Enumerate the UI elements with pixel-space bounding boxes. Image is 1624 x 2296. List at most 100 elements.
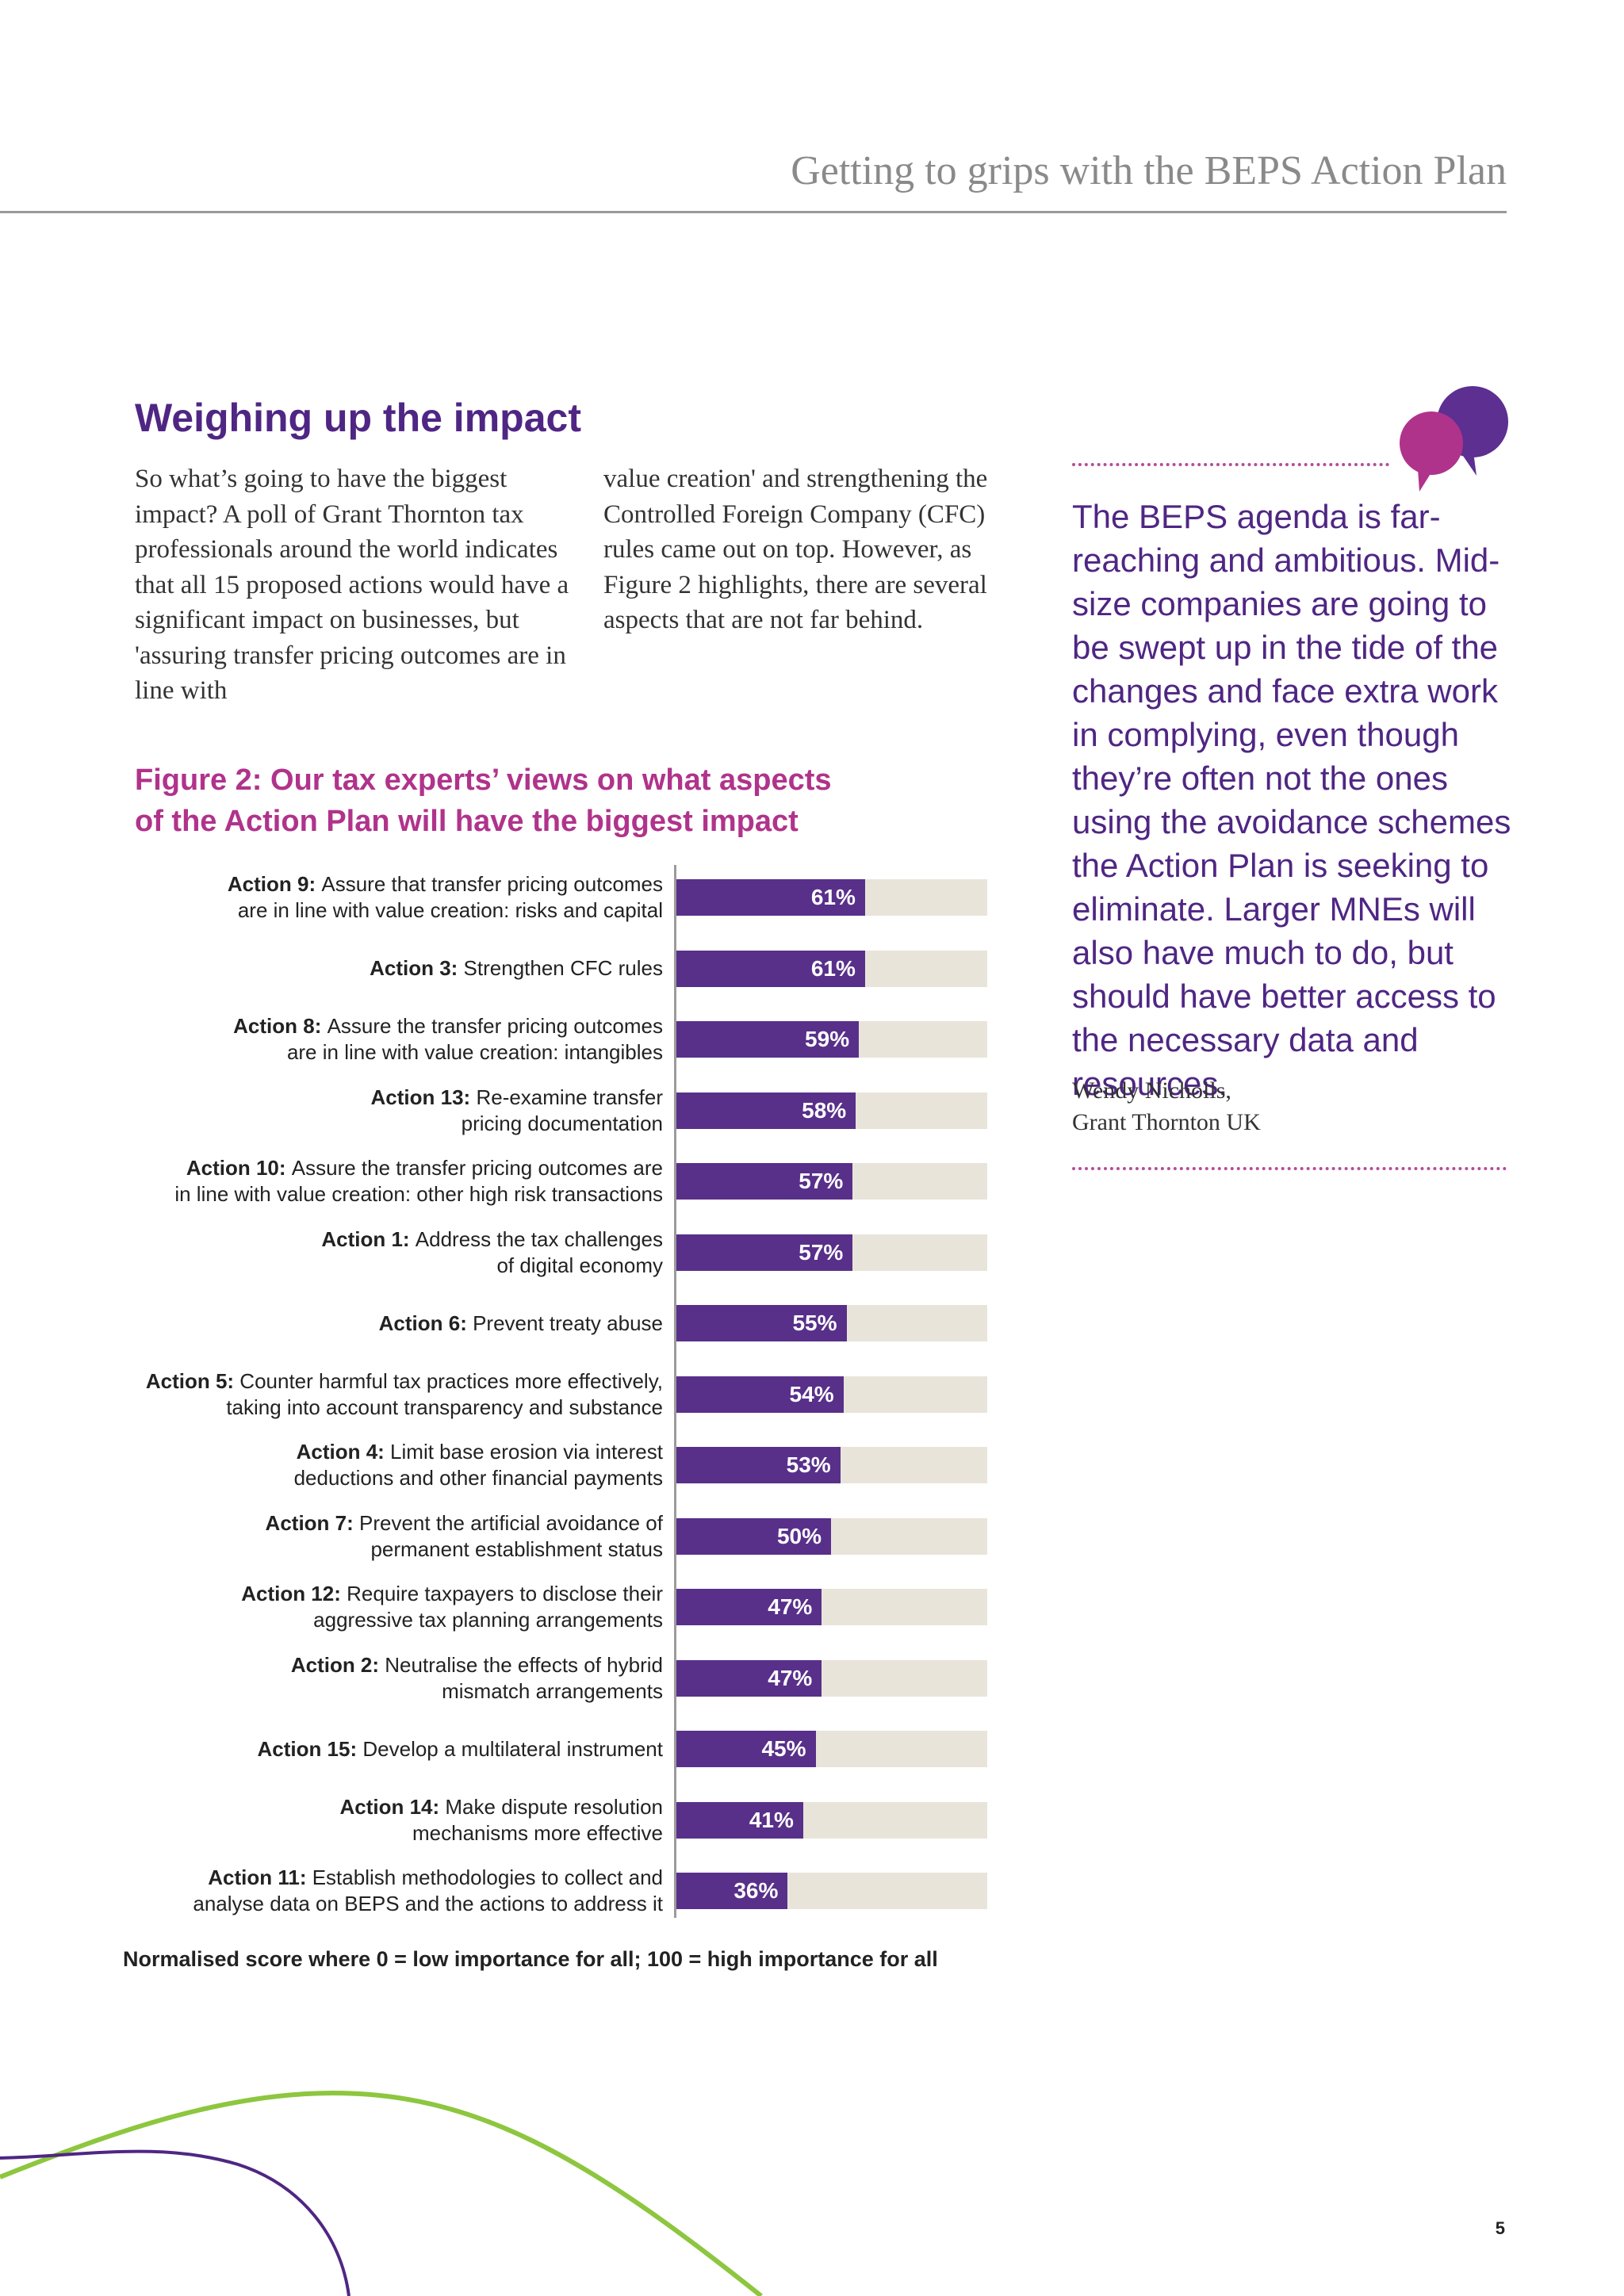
bar-label-text: analyse data on BEPS and the actions to …	[193, 1892, 663, 1915]
bar-track: 55%	[676, 1305, 987, 1341]
bar-label-text: in line with value creation: other high …	[174, 1182, 663, 1206]
bar-label-text: taking into account transparency and sub…	[226, 1395, 663, 1419]
bar-track: 58%	[676, 1092, 987, 1129]
bar-label: Action 1: Address the tax challenges of d…	[108, 1226, 663, 1279]
bar-label: Action 2: Neutralise the effects of hybr…	[108, 1652, 663, 1705]
bar-label: Action 8: Assure the transfer pricing ou…	[108, 1013, 663, 1066]
bar-value-label: 55%	[792, 1311, 837, 1335]
bar-track: 47%	[676, 1589, 987, 1625]
bar-label: Action 7: Prevent the artificial avoidan…	[108, 1510, 663, 1563]
bar: 61%	[676, 950, 865, 987]
bar: 54%	[676, 1376, 844, 1413]
bar-label-text: Counter harmful tax practices more effec…	[239, 1368, 663, 1393]
bar-label: Action 12: Require taxpayers to disclose…	[108, 1581, 663, 1633]
bar: 59%	[676, 1021, 860, 1058]
bar-value-label: 47%	[768, 1594, 813, 1619]
section-title: Weighing up the impact	[135, 396, 581, 440]
bar-label: Action 15: Develop a multilateral instru…	[108, 1736, 663, 1762]
figure-title: Figure 2: Our tax experts’ views on what…	[135, 763, 832, 838]
bar-label: Action 6: Prevent treaty abuse	[108, 1311, 663, 1337]
bar: 36%	[676, 1873, 788, 1909]
bar-label-text: Limit base erosion via interest	[390, 1440, 663, 1464]
bar-value-label: 47%	[768, 1665, 813, 1690]
bar-value-label: 57%	[799, 1169, 844, 1193]
chart-axis-line	[674, 865, 676, 1918]
bar-label-text: Make dispute resolution	[445, 1794, 663, 1819]
quote-organisation: Grant Thornton UK	[1072, 1109, 1261, 1135]
bar-label-text: deductions and other financial payments	[293, 1466, 663, 1490]
body-text-column-1: So what’s going to have the biggest impa…	[135, 465, 569, 705]
bar: 55%	[676, 1305, 847, 1341]
bar-label-text: Re-examine transfer	[476, 1085, 663, 1109]
bar-label-text: are in line with value creation: risks a…	[237, 898, 663, 922]
bar-value-label: 58%	[802, 1097, 847, 1123]
bar: 58%	[676, 1092, 856, 1129]
quote-attribution: Wendy Nicholls, Grant Thornton UK	[1072, 1075, 1261, 1138]
bar-value-label: 41%	[749, 1807, 794, 1832]
bar-label-text: Prevent the artificial avoidance of	[359, 1510, 663, 1535]
bar-label-text: Establish methodologies to collect and	[312, 1866, 663, 1889]
bar: 47%	[676, 1589, 822, 1625]
bar-value-label: 50%	[776, 1523, 822, 1548]
bar-track: 50%	[676, 1517, 987, 1555]
bar-label-action: Action 1:	[321, 1226, 416, 1251]
bar-label-text: Assure the transfer pricing outcomes are	[291, 1156, 663, 1180]
quote-bottom-divider	[1072, 1167, 1507, 1170]
bar-label-action: Action 5:	[145, 1368, 240, 1393]
bar-track: 61%	[676, 950, 987, 987]
bar-label-text: Prevent treaty abuse	[473, 1311, 663, 1335]
speech-bubbles-icon	[1400, 386, 1508, 492]
bar-label-action: Action 14:	[339, 1794, 446, 1819]
bar: 41%	[676, 1801, 803, 1839]
bar-label-text: Assure the transfer pricing outcomes	[327, 1014, 663, 1038]
bar: 47%	[676, 1659, 822, 1697]
bar: 57%	[676, 1234, 853, 1271]
bar-value-label: 59%	[805, 1027, 850, 1051]
bar-label-action: Action 4:	[296, 1440, 391, 1464]
bar-label-action: Action 12:	[241, 1582, 347, 1605]
bar: 50%	[676, 1517, 831, 1555]
bar-label-action: Action 10:	[186, 1156, 292, 1180]
bar-label: Action 9: Assure that transfer pricing o…	[108, 871, 663, 924]
bar-label: Action 5: Counter harmful tax practices …	[108, 1368, 663, 1421]
bar-label-text: of digital economy	[496, 1253, 663, 1277]
bar-label-action: Action 13:	[370, 1085, 477, 1109]
bar-label-text: mismatch arrangements	[442, 1678, 663, 1703]
bar-value-label: 36%	[733, 1878, 779, 1903]
bar-label-text: Assure that transfer pricing outcomes	[321, 872, 663, 896]
body-text-column-2: value creation' and strengthening the Co…	[603, 465, 988, 634]
pull-quote: The BEPS agenda is far-reaching and ambi…	[1072, 498, 1511, 1102]
bar-label-text: Require taxpayers to disclose their	[347, 1582, 663, 1605]
bar-value-label: 54%	[789, 1381, 834, 1406]
bar-track: 41%	[676, 1801, 987, 1839]
bar-track: 57%	[676, 1234, 987, 1271]
bar-label-action: Action 9:	[227, 872, 322, 896]
bar-value-label: 61%	[810, 955, 856, 981]
bar-value-label: 53%	[786, 1452, 831, 1477]
bar: 53%	[676, 1447, 841, 1483]
bar-track: 61%	[676, 879, 987, 916]
bar: 61%	[676, 879, 865, 916]
bar-label-action: Action 8:	[233, 1014, 327, 1038]
bar-label-text: mechanisms more effective	[412, 1820, 663, 1845]
bar-track: 53%	[676, 1447, 987, 1483]
bar-track: 54%	[676, 1376, 987, 1413]
bar-label: Action 3: Strengthen CFC rules	[108, 955, 663, 982]
bar-label-text: permanent establishment status	[370, 1536, 663, 1561]
bar-label-text: Address the tax challenges	[415, 1226, 663, 1251]
bar-label-text: Neutralise the effects of hybrid	[385, 1652, 663, 1677]
bar-value-label: 57%	[799, 1239, 844, 1265]
bar-label: Action 14: Make dispute resolution mechan…	[108, 1794, 663, 1846]
bar-label-action: Action 11:	[208, 1866, 312, 1889]
header-rule	[0, 211, 1507, 213]
bar-label-action: Action 3:	[370, 956, 464, 980]
bar-label: Action 11: Establish methodologies to co…	[108, 1865, 663, 1917]
bar-label: Action 4: Limit base erosion via interes…	[108, 1439, 663, 1491]
chart-note: Normalised score where 0 = low importanc…	[123, 1947, 938, 1971]
bar-label: Action 10: Assure the transfer pricing o…	[108, 1155, 663, 1207]
bar-track: 36%	[676, 1873, 987, 1909]
bar-label-action: Action 15:	[257, 1736, 363, 1761]
bar-track: 45%	[676, 1731, 987, 1767]
running-title: Getting to grips with the BEPS Action Pl…	[791, 148, 1507, 193]
bar: 57%	[676, 1163, 853, 1200]
